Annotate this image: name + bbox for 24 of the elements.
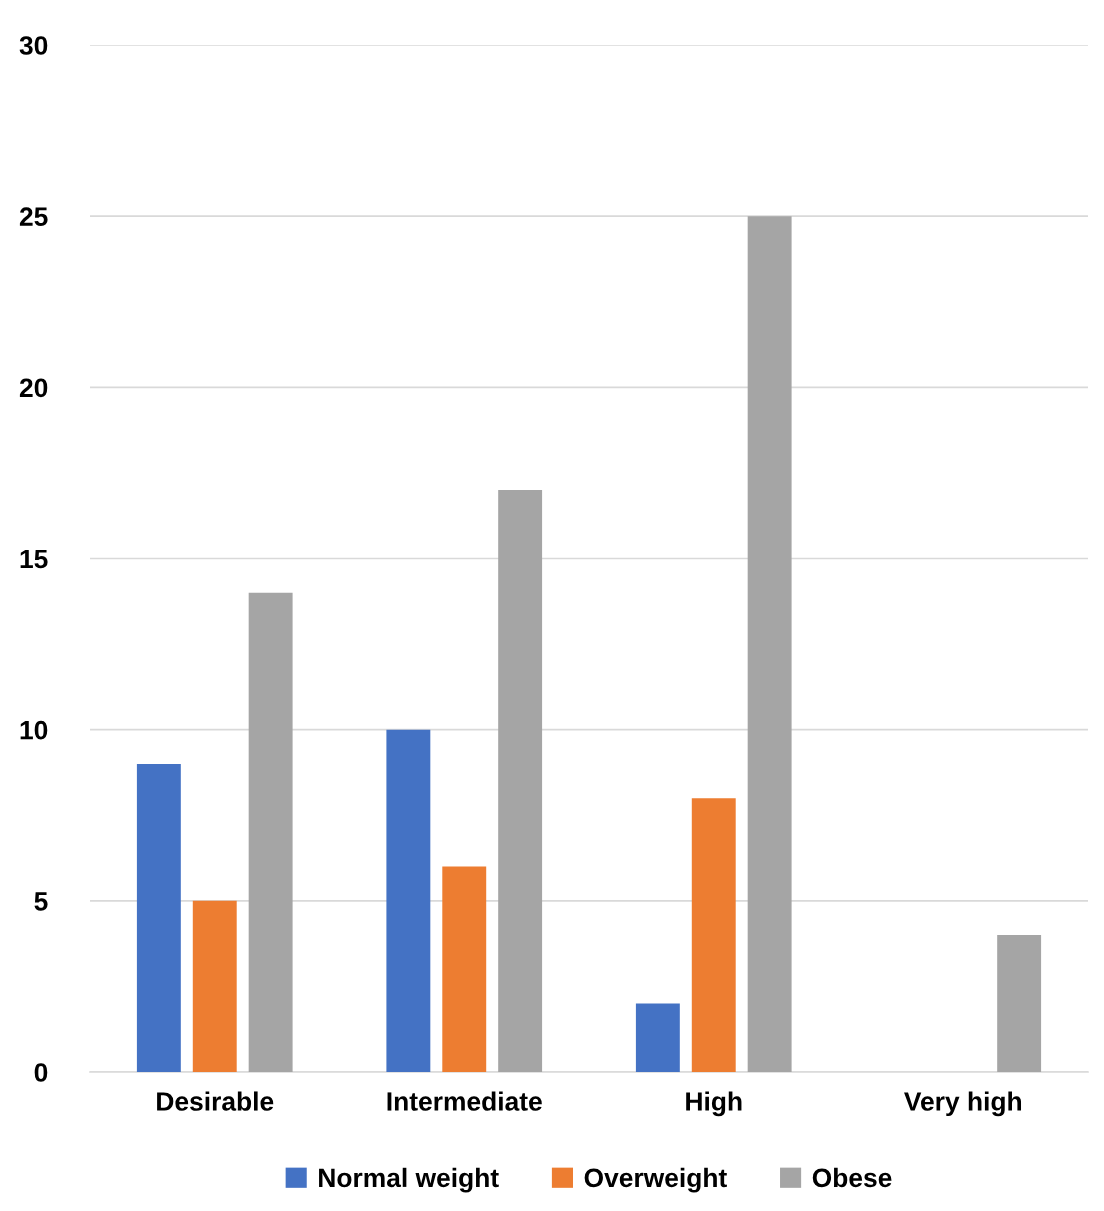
legend-label: Normal weight — [319, 1167, 499, 1193]
y-tick-label: 0 — [34, 1063, 48, 1082]
x-tick-label: Very high — [904, 1091, 1022, 1117]
bar — [691, 798, 736, 1072]
legend-label: Obese — [812, 1167, 892, 1188]
y-tick-label: 25 — [19, 207, 48, 226]
y-tick-label: 10 — [20, 720, 48, 740]
bar — [997, 935, 1042, 1072]
x-tick-label: High — [686, 1091, 742, 1117]
bar — [747, 216, 792, 1072]
bar — [635, 1003, 680, 1072]
bar — [386, 729, 431, 1072]
bar — [136, 763, 181, 1072]
x-tick-label: Intermediate — [387, 1091, 542, 1111]
y-tick-label: 15 — [20, 549, 48, 569]
y-tick-label: 5 — [34, 892, 48, 911]
bar — [192, 900, 237, 1072]
bar — [498, 490, 543, 1072]
x-tick-label: Desirable — [157, 1091, 274, 1111]
y-tick-label: 30 — [19, 36, 48, 55]
bar — [442, 866, 487, 1072]
legend-label: Overweight — [584, 1167, 727, 1193]
bar — [248, 592, 293, 1072]
y-tick-label: 20 — [19, 378, 48, 398]
